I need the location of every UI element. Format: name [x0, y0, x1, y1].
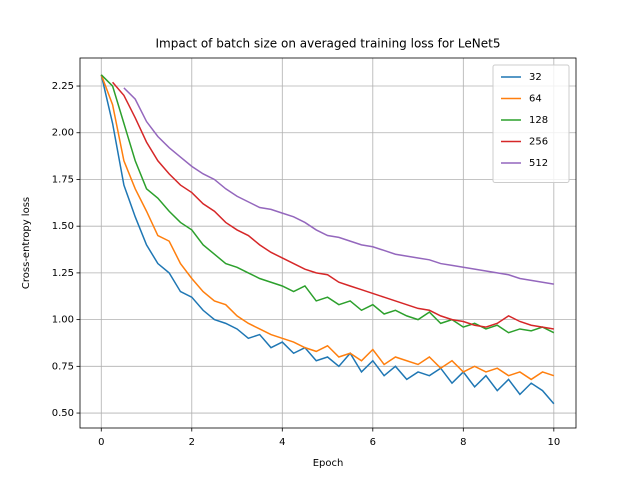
- x-tick-label: 4: [279, 437, 285, 448]
- y-tick-label: 2.00: [52, 128, 74, 139]
- legend-label: 512: [529, 158, 548, 169]
- y-tick-label: 1.00: [52, 315, 74, 326]
- axes-frame: [79, 57, 577, 429]
- x-tick-label: 10: [547, 437, 560, 448]
- y-tick-label: 0.50: [52, 408, 74, 419]
- x-tick-label: 6: [370, 437, 376, 448]
- x-tick-label: 0: [98, 437, 104, 448]
- legend-label: 64: [529, 94, 542, 105]
- line-series: [123, 87, 554, 285]
- y-tick-label: 2.25: [52, 81, 74, 92]
- line-series: [112, 81, 554, 330]
- x-tick-label: 2: [189, 437, 195, 448]
- legend-label: 128: [529, 115, 548, 126]
- y-tick-label: 0.75: [52, 361, 74, 372]
- legend-label: 32: [529, 72, 542, 83]
- line-series: [100, 74, 555, 381]
- y-tick-label: 1.75: [52, 174, 74, 185]
- y-tick-label: 1.50: [52, 221, 74, 232]
- legend-box: [492, 64, 570, 183]
- line-series: [100, 74, 555, 334]
- y-axis-label: Cross-entropy loss: [21, 197, 32, 289]
- line-series: [100, 74, 555, 405]
- legend-label: 256: [529, 137, 548, 148]
- chart-title: Impact of batch size on averaged trainin…: [156, 37, 501, 51]
- x-axis-label: Epoch: [313, 458, 344, 469]
- y-tick-label: 1.25: [52, 268, 74, 279]
- x-tick-label: 8: [460, 437, 466, 448]
